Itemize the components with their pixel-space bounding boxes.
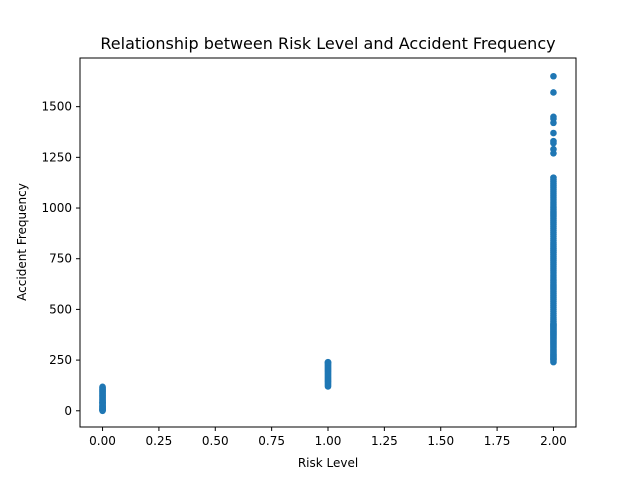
y-axis-ticks: 0 250 500 750 1000 1250 1500	[41, 100, 80, 418]
data-point	[550, 113, 557, 121]
data-point	[550, 174, 557, 181]
data-point	[550, 137, 557, 145]
data-point	[550, 89, 557, 96]
chart-title: Relationship between Risk Level and Acci…	[100, 34, 555, 53]
y-tick-label: 1000	[41, 201, 72, 215]
x-axis-label: Risk Level	[298, 456, 358, 470]
data-point	[550, 145, 557, 153]
x-tick-label: 0.50	[202, 434, 229, 448]
data-point	[99, 383, 106, 391]
y-tick-label: 500	[49, 302, 72, 316]
data-point	[324, 358, 332, 366]
data-point	[550, 72, 557, 80]
y-tick-label: 1500	[41, 100, 72, 114]
x-tick-label: 2.00	[540, 434, 567, 448]
x-tick-label: 0.25	[146, 434, 173, 448]
y-axis-label: Accident Frequency	[15, 183, 29, 301]
points-layer	[99, 72, 557, 415]
x-axis-ticks: 0.00 0.25 0.50 0.75 1.00 1.25 1.50 1.75 2.00	[89, 427, 567, 448]
data-point	[99, 399, 106, 406]
x-tick-label: 0.75	[258, 434, 285, 448]
x-tick-label: 1.25	[371, 434, 398, 448]
x-tick-label: 0.00	[89, 434, 116, 448]
data-point	[550, 321, 557, 328]
x-tick-label: 1.00	[315, 434, 342, 448]
y-tick-label: 0	[64, 404, 72, 418]
y-tick-label: 1250	[41, 150, 72, 164]
y-tick-label: 250	[49, 353, 72, 367]
x-tick-label: 1.50	[427, 434, 454, 448]
data-point	[550, 129, 557, 137]
x-tick-label: 1.75	[484, 434, 511, 448]
y-tick-label: 750	[49, 252, 72, 266]
